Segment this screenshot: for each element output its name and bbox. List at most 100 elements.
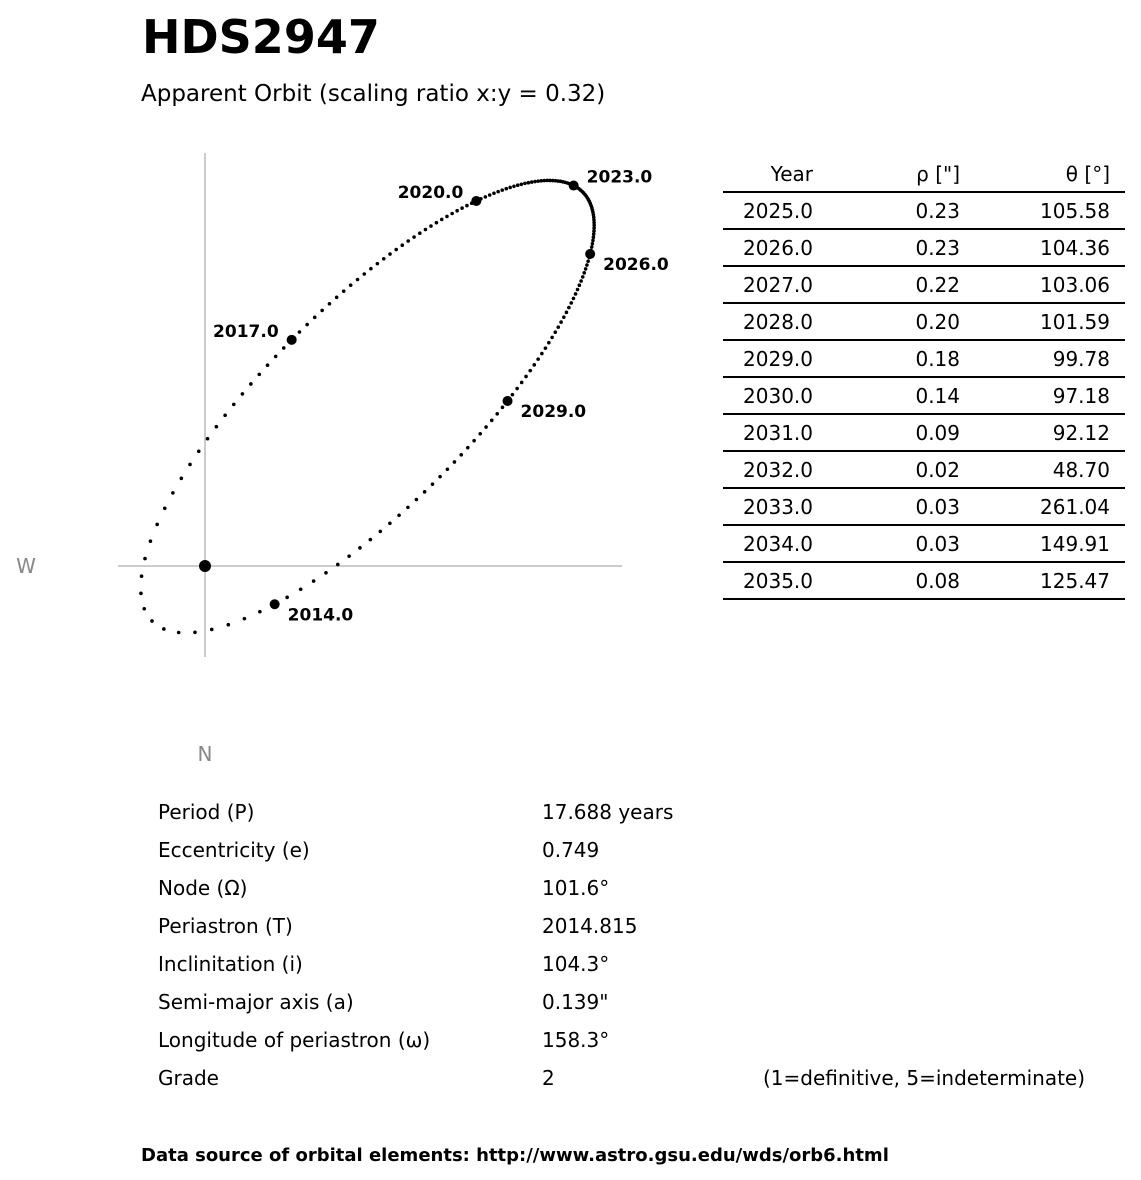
orbit-point <box>418 231 422 236</box>
orbit-point <box>532 363 537 367</box>
table-divider <box>723 413 1125 415</box>
orbit-point <box>179 476 184 481</box>
orbit-point <box>143 556 147 561</box>
orbit-point <box>564 310 569 315</box>
orbit-point <box>414 497 419 502</box>
epoch-label: 2017.0 <box>213 322 279 342</box>
table-cell: 0.08 <box>915 569 960 593</box>
orbit-point <box>439 217 444 222</box>
orbit-point <box>460 206 464 210</box>
epoch-label: 2029.0 <box>521 402 587 422</box>
table-divider <box>723 487 1125 489</box>
orbit-point <box>394 247 399 252</box>
table-cell: 0.03 <box>915 495 960 519</box>
orbit-point <box>592 229 596 233</box>
orbit-point <box>242 616 247 621</box>
orbit-point <box>569 301 574 305</box>
orbit-point <box>406 505 410 510</box>
orbit-point <box>562 315 566 319</box>
orbit-point <box>591 215 596 220</box>
orbit-point <box>205 436 210 441</box>
orbit-point <box>188 462 192 467</box>
table-cell: 125.47 <box>1040 569 1110 593</box>
orbit-point <box>368 537 373 542</box>
orbit-point <box>556 325 561 329</box>
element-label: Grade <box>158 1066 219 1090</box>
table-cell: 104.36 <box>1040 236 1110 260</box>
orbit-point <box>455 208 459 213</box>
orbit-point <box>355 277 360 282</box>
orbit-point <box>553 330 558 335</box>
table-cell: 0.23 <box>915 236 960 260</box>
orbit-point <box>381 256 386 261</box>
element-label: Longitude of periastron (ω) <box>158 1028 431 1052</box>
element-value: 0.749 <box>542 838 600 862</box>
orbit-point <box>273 354 278 359</box>
orbit-point <box>162 506 167 511</box>
table-cell: 261.04 <box>1040 495 1110 519</box>
table-divider <box>723 450 1125 452</box>
epoch-point <box>585 248 596 259</box>
table-divider <box>723 598 1125 600</box>
table-divider <box>723 302 1125 304</box>
orbit-point <box>487 193 492 197</box>
orbit-point <box>445 214 449 219</box>
orbit-point <box>258 609 262 614</box>
table-cell: 149.91 <box>1040 532 1110 556</box>
orbit-point <box>592 218 596 222</box>
element-label: Node (Ω) <box>158 876 248 900</box>
orbit-point <box>504 186 509 191</box>
table-cell: 48.70 <box>1052 458 1110 482</box>
orbit-point <box>510 392 515 397</box>
element-label: Eccentricity (e) <box>158 838 310 862</box>
orbit-point <box>519 380 524 385</box>
table-cell: 2026.0 <box>743 236 813 260</box>
orbit-point <box>320 308 324 313</box>
table-divider <box>723 191 1125 193</box>
orbit-point <box>586 259 590 264</box>
orbit-point <box>536 179 540 183</box>
orbit-point <box>209 627 214 632</box>
orbit-point <box>571 296 576 301</box>
orbit-point <box>388 521 392 526</box>
epoch-label: 2014.0 <box>288 605 354 625</box>
orbit-point <box>524 374 528 379</box>
orbit-point <box>523 181 527 186</box>
orbit-point <box>489 418 494 423</box>
element-label: Period (P) <box>158 800 255 824</box>
element-value: 17.688 years <box>542 800 674 824</box>
primary-star <box>199 560 211 572</box>
table-header: ρ ["] <box>916 162 960 186</box>
orbit-point <box>550 335 554 340</box>
orbit-point <box>324 570 328 575</box>
table-cell: 0.09 <box>915 421 960 445</box>
orbit-point <box>438 474 442 479</box>
orbit-point <box>400 243 405 247</box>
orbit-point <box>155 522 159 527</box>
orbit-point <box>423 227 428 232</box>
orbit-point <box>542 178 547 183</box>
orbit-point <box>583 267 588 271</box>
orbit-point <box>196 449 201 454</box>
orbit-point <box>472 438 476 443</box>
orbit-point <box>336 562 340 567</box>
orbit-point <box>580 275 585 279</box>
data-source-footer: Data source of orbital elements: http://… <box>141 1145 889 1166</box>
orbit-point <box>539 179 544 183</box>
orbit-point <box>533 179 537 184</box>
orbit-point <box>162 627 166 631</box>
table-cell: 0.14 <box>915 384 960 408</box>
orbit-plot: W N 2014.0 2017.0 2020.0 2023.0 2026.0 2029.0 <box>16 153 669 766</box>
epoch-point <box>471 195 482 206</box>
orbit-point <box>281 346 286 350</box>
orbit-point <box>429 224 433 228</box>
west-label: W <box>16 554 36 578</box>
epoch-point <box>269 599 280 610</box>
orbit-point <box>358 546 362 550</box>
orbit-point <box>305 322 309 327</box>
orbit-point <box>567 305 571 310</box>
grade-note: (1=definitive, 5=indeterminate) <box>763 1066 1086 1090</box>
orbit-point <box>150 619 154 623</box>
orbit-point <box>500 188 505 192</box>
